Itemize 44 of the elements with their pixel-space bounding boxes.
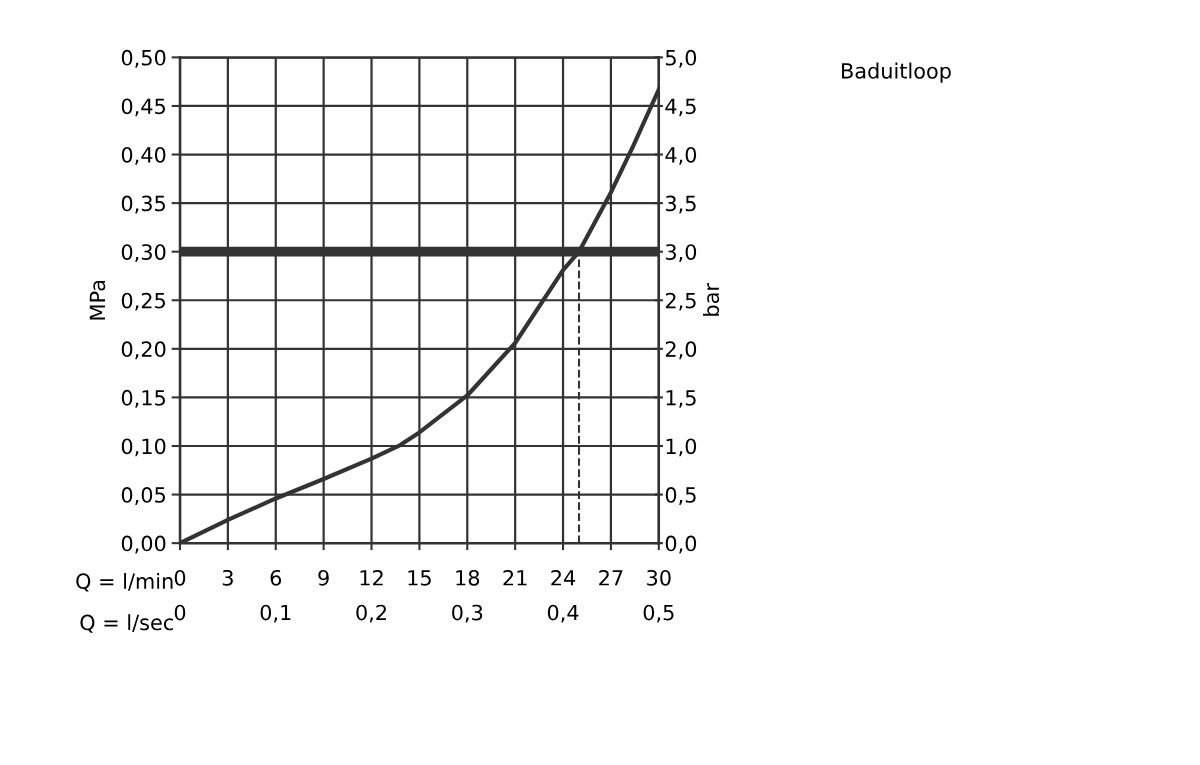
x-tick-label: 0	[174, 569, 186, 586]
y-tick-label: 0,45	[121, 98, 165, 117]
y2-tick-label: 5,0	[665, 49, 697, 68]
y-tick-label: 0,25	[121, 292, 165, 311]
y-tick-label: 0,10	[121, 438, 166, 457]
y2-tick-label: 4,5	[665, 98, 696, 117]
y2-tick-label: 3,0	[665, 244, 697, 263]
y2-tick-label: 1,5	[666, 390, 696, 408]
x2-tick-label: 0,4	[547, 604, 579, 623]
y2-tick-label: 0,0	[665, 535, 697, 554]
x2-tick-label: 0	[174, 604, 186, 621]
text: Baduitloop	[842, 62, 951, 83]
x-tick-label: 9	[318, 569, 329, 586]
y-tick-label: 0,20	[121, 341, 166, 360]
x-tick-label: 24	[551, 569, 576, 586]
x-tick-label: 15	[408, 570, 431, 586]
y-tick-label: 0,35	[121, 195, 165, 214]
x-tick-label: 3	[222, 569, 233, 586]
y2-tick-label: 1,0	[666, 438, 697, 457]
y2-axis-title: bar	[703, 282, 720, 316]
y2-tick-label: 3,5	[665, 195, 696, 214]
x2-tick-label: 0,3	[452, 604, 483, 623]
x-tick-label: 6	[270, 569, 282, 586]
y2-tick-label: 4,0	[665, 146, 697, 165]
x-axis-title: Q = l/min	[76, 572, 173, 592]
y2-tick-label: 2,0	[665, 341, 697, 360]
x-tick-label: 21	[503, 569, 527, 586]
x-tick-label: 27	[599, 569, 623, 586]
x2-tick-label: 0,5	[643, 604, 674, 623]
y-tick-label: 0,50	[121, 49, 166, 68]
x-tick-label: 18	[456, 569, 480, 586]
y2-tick-label: 0,5	[665, 487, 696, 505]
x2-tick-label: 0,2	[356, 604, 386, 623]
x2-axis-title: Q = l/sec	[80, 614, 173, 633]
y-tick-label: 0,15	[121, 389, 165, 408]
y2-tick-label: 2,5	[665, 292, 696, 311]
y-tick-label: 0,05	[121, 487, 165, 505]
y-axis-title: MPa	[89, 280, 106, 320]
y-tick-label: 0,30	[121, 244, 166, 263]
x-tick-label: 30	[647, 569, 671, 586]
y-tick-label: 0,00	[121, 535, 166, 554]
x-tick-label: 12	[360, 569, 383, 586]
y-tick-label: 0,40	[121, 146, 166, 165]
x2-tick-label: 0,1	[260, 604, 291, 623]
